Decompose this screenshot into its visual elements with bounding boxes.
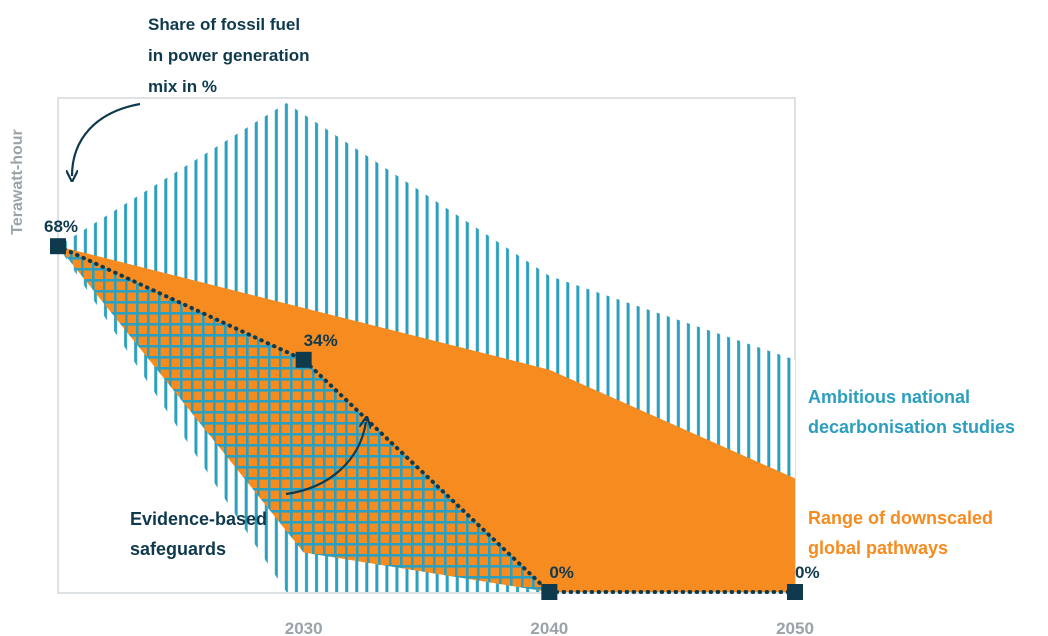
legend-global-line-2: global pathways	[808, 538, 948, 558]
x-tick-label-2030: 2030	[285, 619, 323, 636]
safeguards-arrow	[285, 422, 366, 496]
marker-square-3	[787, 584, 803, 600]
x-tick-labels: 2030 2040 2050	[285, 619, 814, 636]
annotation-title-line-2: in power generation	[148, 46, 310, 65]
legend-national-line-1: Ambitious national	[808, 387, 970, 407]
plot-frame	[57, 97, 796, 594]
marker-square-2	[541, 584, 558, 600]
safeguard-dotted-line	[56, 244, 797, 594]
legend-global-pathways: Range of downscaled global pathways	[808, 508, 998, 558]
legend-safeguards-line-1: Evidence-based	[130, 509, 267, 529]
marker-square-0	[50, 238, 66, 255]
annotation-title-line-1: Share of fossil fuel	[148, 15, 300, 34]
legend-national-line-2: decarbonisation studies	[808, 417, 1015, 437]
legend-safeguards-line-2: safeguards	[130, 539, 226, 559]
legend-global-line-1: Range of downscaled	[808, 508, 993, 528]
safeguards-crosshatch-area	[58, 246, 550, 592]
x-tick-label-2040: 2040	[530, 619, 568, 636]
annotation-title-line-3: mix in %	[148, 77, 217, 96]
marker-label-1: 34%	[304, 331, 338, 350]
marker-square-1	[295, 351, 312, 368]
legend-national-studies: Ambitious national decarbonisation studi…	[808, 387, 1015, 437]
marker-label-0: 68%	[44, 217, 78, 236]
marker-labels: 68% 34% 0% 0%	[44, 217, 820, 582]
title-arrow	[72, 102, 141, 176]
y-axis-label: Terawatt-hour	[9, 129, 26, 234]
marker-label-3: 0%	[795, 563, 820, 582]
annotation-title: Share of fossil fuel in power generation…	[148, 15, 314, 96]
marker-label-2: 0%	[549, 563, 574, 582]
x-tick-label-2050: 2050	[776, 619, 814, 636]
marker-group	[50, 238, 803, 600]
legend-safeguards: Evidence-based safeguards	[130, 509, 272, 559]
